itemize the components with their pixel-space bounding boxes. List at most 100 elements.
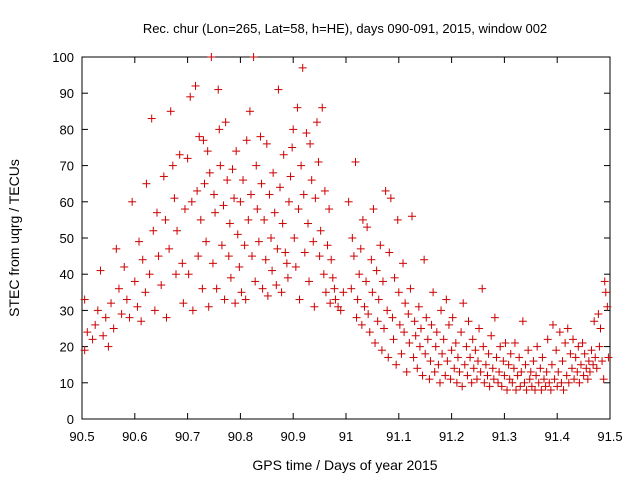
data-point [210, 190, 218, 199]
data-point [294, 205, 303, 214]
data-point [521, 360, 530, 369]
data-point [573, 367, 582, 376]
data-point [431, 342, 440, 351]
data-point [279, 150, 288, 159]
data-point [543, 335, 552, 344]
data-point [499, 357, 508, 366]
data-point [415, 342, 424, 351]
data-point [508, 378, 517, 387]
y-tick-label: 90 [60, 86, 74, 101]
data-point [125, 313, 134, 322]
data-point [261, 255, 270, 264]
data-point [297, 161, 306, 170]
data-point [316, 226, 325, 235]
data-point [580, 349, 589, 358]
data-point [360, 302, 369, 311]
data-point [117, 310, 126, 319]
y-tick-label: 60 [60, 195, 74, 210]
data-point [348, 234, 357, 242]
data-point [516, 382, 525, 391]
data-point [532, 371, 541, 380]
data-point [374, 295, 383, 304]
data-point [128, 197, 137, 206]
data-point [377, 346, 386, 355]
data-point [534, 378, 543, 387]
data-point [420, 255, 429, 264]
data-point [233, 230, 242, 239]
y-tick-label: 50 [60, 231, 74, 246]
data-point [385, 248, 394, 257]
x-axis: 90.5 90.6 90.7 90.8 90.9 91 91.1 91.2 91.3 91.4 91… [69, 57, 623, 444]
data-point [96, 266, 105, 275]
data-point [575, 378, 584, 387]
data-point [276, 183, 284, 192]
data-point [537, 386, 546, 395]
data-point [541, 382, 550, 391]
data-point [216, 161, 225, 170]
data-point [173, 226, 182, 235]
data-point [193, 186, 202, 195]
data-point [277, 288, 286, 297]
data-point [353, 295, 362, 304]
data-point [236, 197, 245, 206]
data-point [204, 302, 213, 311]
data-point [492, 353, 501, 362]
data-point [303, 219, 312, 228]
data-point [268, 266, 277, 275]
data-point [321, 288, 330, 297]
data-point [446, 375, 455, 384]
data-point [133, 302, 142, 311]
data-point [347, 284, 356, 293]
data-point [80, 346, 89, 355]
data-point [566, 349, 575, 358]
data-point [246, 190, 255, 199]
data-point [592, 364, 601, 373]
data-point [191, 81, 200, 90]
data-point [195, 132, 204, 141]
data-point [434, 360, 443, 369]
data-point [467, 378, 476, 387]
data-point [326, 299, 335, 308]
data-point [120, 262, 129, 271]
data-point [249, 53, 258, 61]
data-point [179, 299, 188, 308]
data-point [315, 252, 324, 261]
data-point [88, 335, 97, 344]
data-point [223, 176, 232, 185]
data-point [395, 320, 404, 329]
data-point [225, 219, 234, 228]
data-point [410, 317, 419, 326]
data-point [476, 367, 485, 376]
data-point [114, 284, 123, 293]
data-point [207, 53, 216, 61]
data-point [481, 360, 490, 369]
data-point [550, 375, 559, 384]
data-point [200, 179, 209, 188]
data-point [432, 328, 441, 337]
data-point [547, 360, 556, 369]
data-point [538, 353, 547, 362]
data-point [244, 215, 253, 224]
data-point [161, 215, 170, 224]
data-point [525, 375, 534, 384]
x-tick-label: 90.7 [175, 429, 200, 444]
data-point [472, 375, 481, 384]
data-point [101, 313, 110, 322]
data-point [372, 266, 381, 275]
data-point [198, 284, 207, 293]
data-point [293, 103, 302, 112]
y-tick-label: 20 [60, 340, 74, 355]
data-point [284, 197, 293, 206]
data-point [122, 295, 131, 304]
data-point [526, 367, 535, 376]
data-point [426, 357, 435, 366]
data-point [349, 252, 358, 261]
data-point [138, 255, 147, 264]
x-tick-label: 91.4 [545, 429, 570, 444]
data-point [563, 324, 572, 333]
data-point [388, 313, 397, 322]
data-point [107, 299, 116, 308]
data-point [362, 277, 371, 286]
data-point [480, 378, 489, 387]
